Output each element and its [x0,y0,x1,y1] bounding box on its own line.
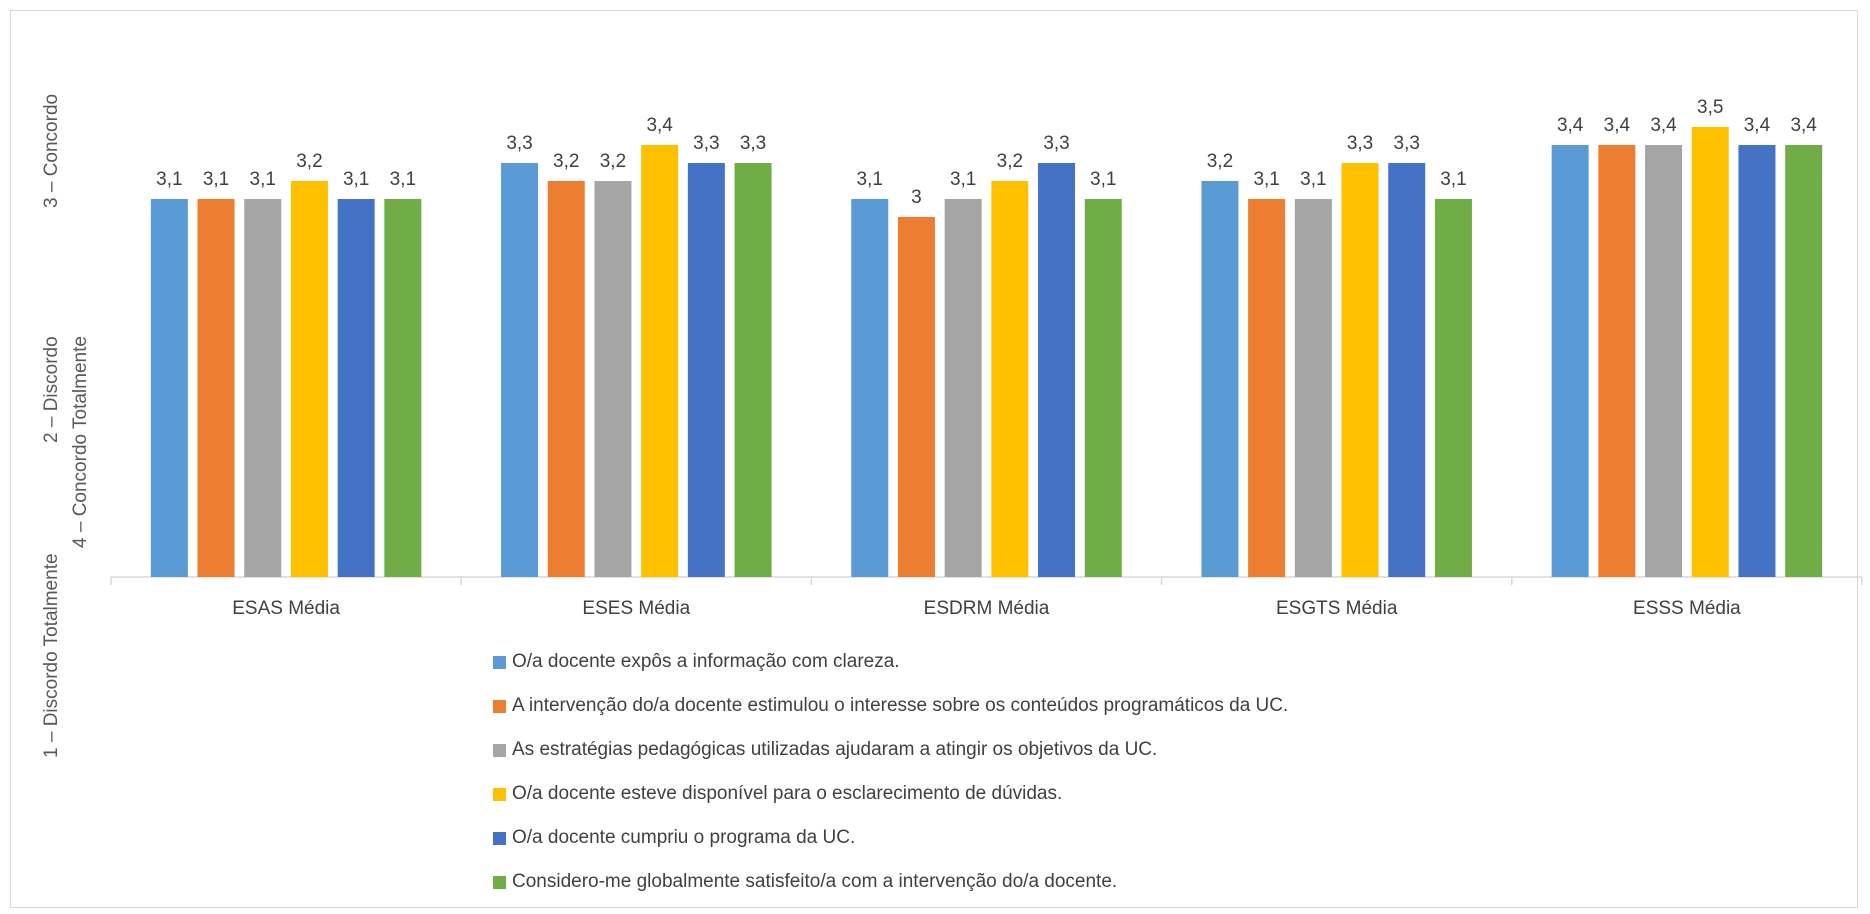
data-label: 3,3 [693,133,719,154]
data-label: 3,3 [1394,133,1420,154]
data-label: 3,2 [997,151,1023,172]
category-label: ESSS Média [1633,598,1741,619]
data-label: 3,2 [1207,151,1233,172]
legend-swatch [493,787,506,801]
y-axis-label-3: 3 – Concordo [41,93,62,208]
legend-swatch [493,743,506,757]
bar [1388,163,1426,577]
bar [547,181,585,577]
legend-swatch [493,875,506,889]
bar [944,199,982,577]
bar [501,163,539,577]
data-label: 3,1 [156,169,182,190]
bar [1084,199,1122,577]
legend-label: O/a docente esteve disponível para o esc… [512,783,1063,804]
bar [1038,163,1076,577]
bar [594,181,632,577]
data-label: 3,2 [296,151,322,172]
bar [1248,199,1286,577]
data-label: 3,1 [343,169,369,190]
legend-label: Considero-me globalmente satisfeito/a co… [512,871,1118,892]
legend-item: O/a docente expôs a informação com clare… [493,640,1288,684]
y-axis-label-2: 2 – Discordo [41,336,62,443]
legend-swatch [493,655,506,669]
data-label: 3,3 [740,133,766,154]
bar [1341,163,1379,577]
legend-item: As estratégias pedagógicas utilizadas aj… [493,728,1288,772]
data-label: 3,1 [250,169,276,190]
data-label: 3,4 [1604,115,1631,136]
bar [1598,145,1636,577]
legend-item: O/a docente esteve disponível para o esc… [493,772,1288,816]
data-label: 3,5 [1697,97,1723,118]
bar [244,199,282,577]
data-label: 3,3 [1347,133,1373,154]
bar [1434,199,1472,577]
bar [851,199,889,577]
category-label: ESES Média [582,598,690,619]
bar [1691,127,1729,577]
bar [197,199,235,577]
bar [641,145,679,577]
legend-item: A intervenção do/a docente estimulou o i… [493,684,1288,728]
data-label: 3,3 [1043,133,1069,154]
category-label: ESGTS Média [1276,598,1398,619]
data-label: 3,4 [1650,115,1677,136]
legend-swatch [493,831,506,845]
bar [384,199,422,577]
data-label: 3,4 [1744,115,1771,136]
category-label: ESDRM Média [924,598,1050,619]
data-label: 3,4 [1557,115,1584,136]
data-label: 3,1 [857,169,883,190]
data-label: 3,1 [1253,169,1279,190]
legend-label: O/a docente cumpriu o programa da UC. [512,827,856,848]
chart-frame [10,10,1858,908]
data-label: 3,3 [506,133,532,154]
legend-label: A intervenção do/a docente estimulou o i… [512,695,1289,716]
legend-swatch [493,699,506,713]
bar [337,199,375,577]
bar [1551,145,1589,577]
data-label: 3,4 [646,115,673,136]
category-label: ESAS Média [232,598,340,619]
legend-label: As estratégias pedagógicas utilizadas aj… [512,739,1158,760]
legend: O/a docente expôs a informação com clare… [493,640,1288,904]
data-label: 3,1 [390,169,416,190]
legend-label: O/a docente expôs a informação com clare… [512,651,900,672]
data-label: 3,1 [1300,169,1326,190]
legend-item: O/a docente cumpriu o programa da UC. [493,816,1288,860]
data-label: 3,2 [600,151,626,172]
bar [290,181,328,577]
data-label: 3,4 [1790,115,1817,136]
y-axis-label-1: 1 – Discordo Totalmente [41,553,62,758]
data-label: 3 [911,187,922,208]
bar [1645,145,1683,577]
data-label: 3,1 [950,169,976,190]
bar [897,217,935,577]
y-axis-label-4: 4 – Concordo Totalmente [70,336,91,548]
bar [734,163,772,577]
data-label: 3,2 [553,151,579,172]
data-label: 3,1 [203,169,229,190]
bar [687,163,725,577]
bar [1294,199,1332,577]
bar [991,181,1029,577]
bar [1785,145,1823,577]
data-label: 3,1 [1440,169,1466,190]
legend-item: Considero-me globalmente satisfeito/a co… [493,860,1288,904]
bar [150,199,188,577]
bar [1738,145,1776,577]
data-label: 3,1 [1090,169,1116,190]
bar [1201,181,1239,577]
